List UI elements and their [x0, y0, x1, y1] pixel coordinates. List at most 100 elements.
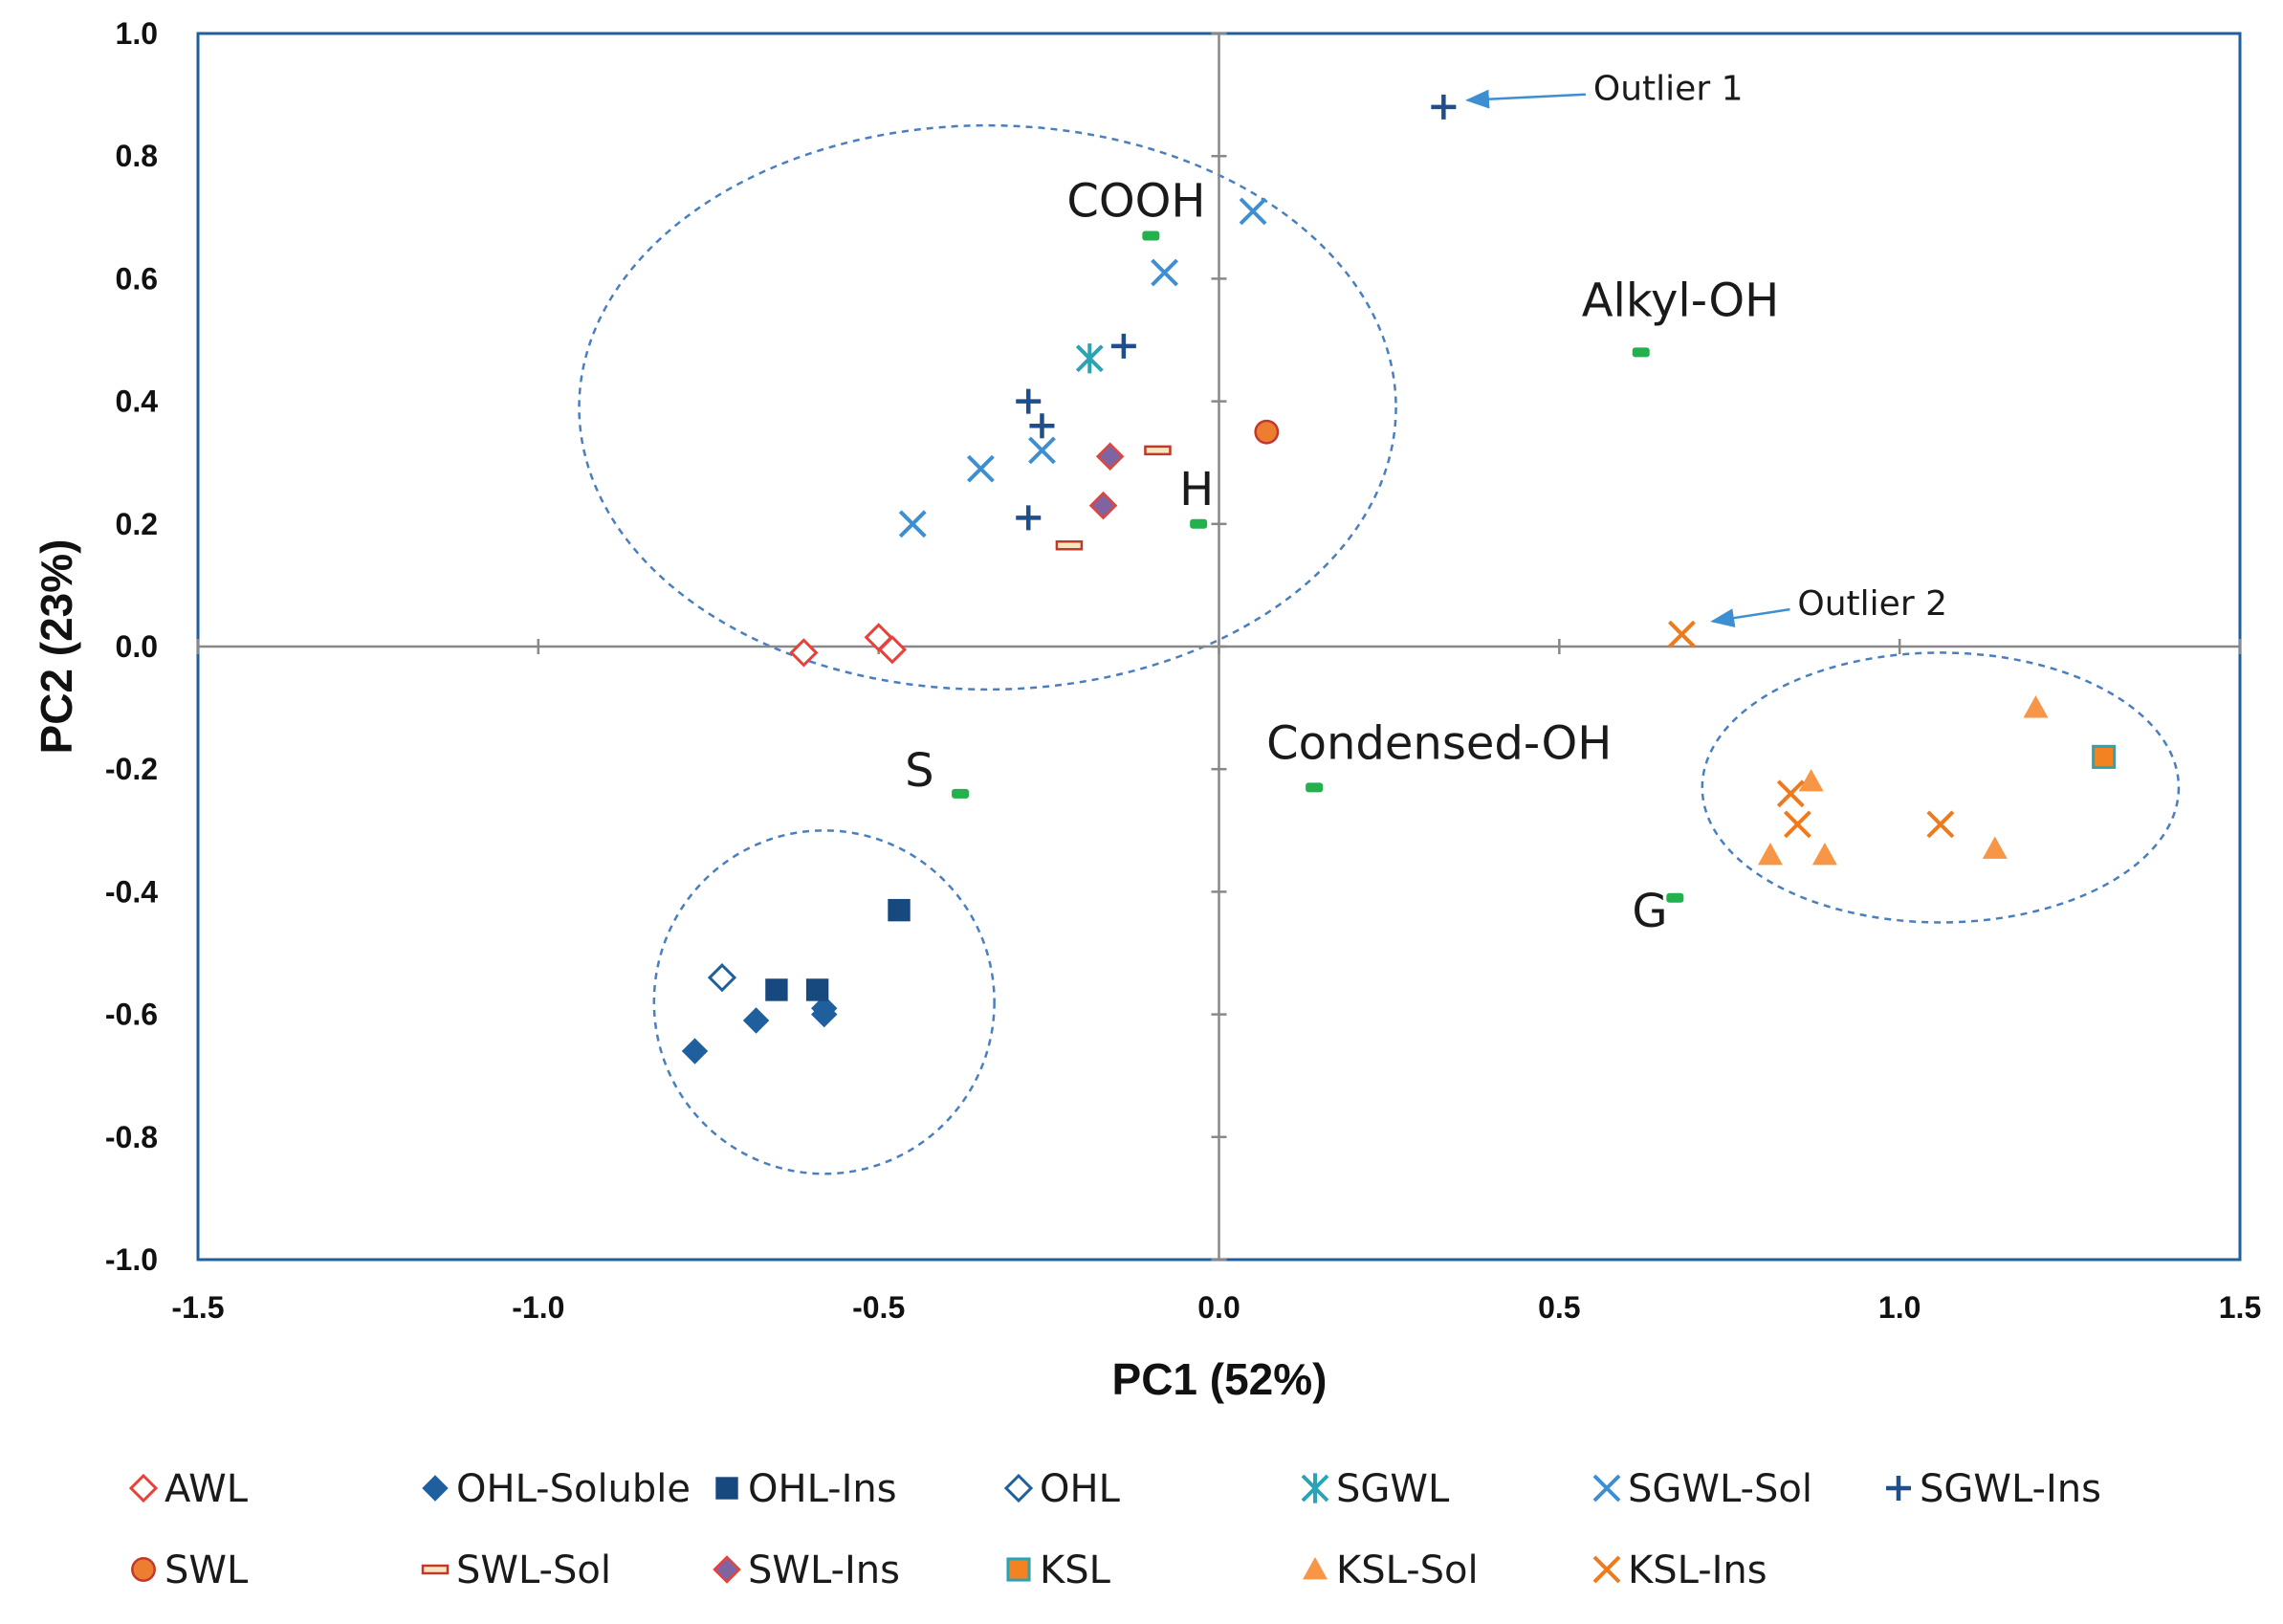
y-axis-title: PC2 (23%) — [32, 539, 81, 755]
point-swl-sol — [1055, 539, 1084, 551]
point-sgwl-ins — [1431, 94, 1457, 120]
y-tick-label: -0.2 — [105, 752, 158, 786]
legend-item-swl-sol: SWL-Sol — [421, 1548, 611, 1592]
point-ksl-sol — [1757, 842, 1783, 866]
outlier-label-2: Outlier 2 — [1797, 584, 1947, 624]
y-tick-label: -1.0 — [105, 1242, 158, 1277]
data-points — [681, 94, 2117, 1064]
legend-label-sgwl-ins: SGWL-Ins — [1920, 1467, 2101, 1511]
x-tick-label: 0.5 — [1538, 1290, 1580, 1325]
legend-label-swl: SWL — [165, 1548, 249, 1592]
legend-label-ksl-ins: KSL-Ins — [1628, 1548, 1767, 1592]
point-ksl-ins — [1784, 810, 1811, 839]
cluster-ellipses — [578, 123, 2181, 1175]
loading-marker-alkyl-oh — [1632, 347, 1650, 358]
series-ohl-soluble — [681, 995, 838, 1064]
point-ohl — [707, 963, 737, 993]
y-axis-ticks: -1.0 -0.8 -0.6 -0.4 -0.2 0.0 0.2 0.4 0.6 0.8 1.0 — [105, 16, 1227, 1277]
y-tick-label: 0.4 — [116, 384, 159, 419]
point-awl — [789, 638, 819, 668]
series-sgwl — [1075, 343, 1104, 374]
loading-label-h: H — [1179, 463, 1214, 516]
point-sgwl-sol — [1151, 258, 1178, 287]
legend-item-ksl-sol: KSL-Sol — [1303, 1548, 1479, 1592]
legend-item-ohl: OHL — [1003, 1467, 1121, 1511]
point-ohl-soluble — [681, 1038, 709, 1064]
point-swl-sol — [1144, 445, 1172, 456]
legend-marker-ohl-soluble — [422, 1475, 449, 1502]
y-tick-label: 0.0 — [116, 629, 158, 664]
series-swl — [1254, 419, 1280, 445]
legend-marker-ksl-sol — [1303, 1557, 1328, 1580]
outlier-label-1: Outlier 1 — [1593, 70, 1744, 109]
legend-label-ohl-ins: OHL-Ins — [748, 1467, 897, 1511]
y-tick-label: 0.6 — [116, 261, 158, 296]
x-tick-label: 0.0 — [1197, 1290, 1240, 1325]
legend-item-swl-ins: SWL-Ins — [713, 1548, 900, 1592]
legend-marker-ohl — [1003, 1473, 1034, 1503]
point-sgwl-sol — [967, 454, 995, 483]
loading-marker-cooh — [1142, 230, 1160, 241]
legend-label-sgwl-sol: SGWL-Sol — [1628, 1467, 1812, 1511]
y-tick-label: -0.4 — [105, 874, 158, 909]
y-tick-label: 1.0 — [116, 16, 158, 51]
point-swl — [1254, 419, 1280, 445]
point-ksl-ins — [1776, 779, 1805, 808]
legend-marker-sgwl-ins — [1886, 1476, 1911, 1501]
point-sgwl-ins — [1016, 388, 1042, 414]
point-ohl-ins — [805, 978, 829, 1001]
y-tick-label: 0.2 — [116, 507, 158, 541]
point-ksl-sol — [1798, 769, 1824, 792]
outlier-arrow-1 — [1464, 89, 1586, 109]
series-swl-ins — [1088, 442, 1125, 520]
legend-label-ksl: KSL — [1040, 1548, 1111, 1592]
point-ksl — [2092, 744, 2117, 769]
outlier-annotations: Outlier 1 Outlier 2 — [1464, 70, 1947, 628]
point-ohl-soluble — [742, 1007, 770, 1034]
legend-label-swl-sol: SWL-Sol — [456, 1548, 611, 1592]
legend-marker-swl-ins — [713, 1555, 741, 1584]
x-axis-title: PC1 (52%) — [1112, 1354, 1328, 1404]
legend-label-awl: AWL — [165, 1467, 249, 1511]
legend-item-sgwl: SGWL — [1301, 1467, 1450, 1511]
point-sgwl-ins — [1029, 413, 1055, 439]
point-sgwl-sol — [1239, 197, 1267, 226]
point-ohl-ins — [888, 898, 911, 922]
x-tick-label: 1.5 — [2219, 1290, 2261, 1325]
point-sgwl-ins — [1016, 505, 1042, 531]
series-sgwl-ins — [1016, 94, 1457, 531]
loading-marker-condensed-oh — [1306, 782, 1324, 793]
x-tick-label: -1.0 — [512, 1290, 564, 1325]
legend-label-ohl: OHL — [1040, 1467, 1121, 1511]
legend-marker-ohl-ins — [715, 1477, 738, 1500]
point-ksl-sol — [1982, 836, 2008, 859]
series-ksl-sol — [1757, 695, 2049, 866]
y-tick-label: -0.6 — [105, 998, 158, 1032]
legend-marker-awl — [128, 1473, 159, 1503]
point-ksl-ins — [1668, 620, 1696, 648]
legend-label-ksl-sol: KSL-Sol — [1336, 1548, 1479, 1592]
series-swl-sol — [1055, 445, 1172, 551]
loading-label-s: S — [905, 744, 933, 798]
point-ksl-sol — [1811, 842, 1837, 866]
loading-label-condensed-oh: Condensed-OH — [1266, 716, 1612, 770]
legend-marker-sgwl-sol — [1592, 1474, 1621, 1503]
loading-label-g: G — [1632, 885, 1667, 938]
cluster-ellipse-1 — [578, 123, 1397, 691]
legend-item-ohl-ins: OHL-Ins — [715, 1467, 897, 1511]
point-sgwl-sol — [898, 510, 927, 538]
y-tick-label: 0.8 — [116, 139, 158, 173]
loading-marker-s — [952, 788, 970, 799]
loading-label-cooh: COOH — [1066, 175, 1205, 229]
legend-item-ksl: KSL — [1006, 1548, 1111, 1592]
legend-marker-ksl — [1006, 1557, 1031, 1582]
legend-item-swl: SWL — [131, 1548, 249, 1592]
legend-marker-swl — [131, 1557, 156, 1582]
point-sgwl — [1075, 343, 1104, 374]
point-ohl-soluble — [811, 995, 838, 1021]
series-awl — [789, 623, 908, 668]
loading-vectors: COOH Alkyl-OH H S Condensed-OH G — [905, 175, 1779, 938]
point-awl — [877, 635, 908, 665]
outlier-arrow-2 — [1710, 607, 1790, 628]
